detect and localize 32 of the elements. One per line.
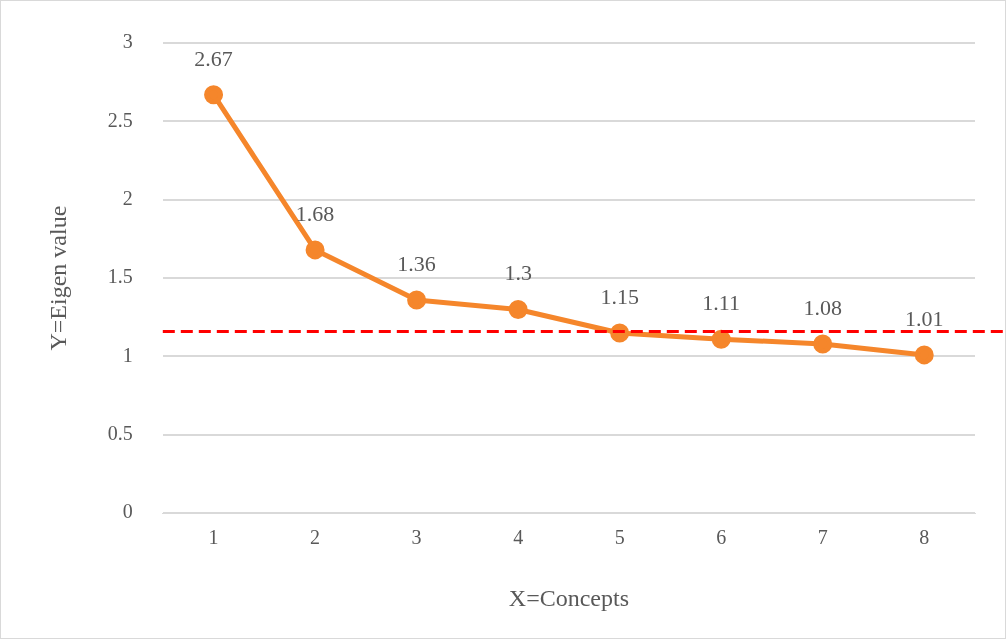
point — [813, 334, 833, 354]
y-tick-label: 2.5 — [107, 108, 133, 131]
y-tick-label: 0 — [122, 500, 133, 523]
x-tick-label: 5 — [614, 526, 625, 549]
point — [914, 345, 934, 365]
y-tick-label: 1.5 — [107, 265, 133, 288]
point — [711, 329, 731, 349]
y-tick-label: 0.5 — [107, 422, 133, 445]
data-label: 1.01 — [904, 305, 944, 331]
point — [508, 299, 528, 319]
point — [407, 290, 427, 310]
x-tick-label: 7 — [817, 526, 828, 549]
data-label: 2.67 — [194, 45, 233, 71]
x-tick-label: 2 — [310, 526, 321, 549]
point — [305, 240, 325, 260]
x-axis-title: X=Concepts — [508, 584, 629, 611]
data-label: 1.3 — [504, 260, 532, 286]
y-tick-label: 2 — [122, 186, 133, 209]
data-label: 1.68 — [295, 200, 335, 226]
x-tick-label: 3 — [411, 526, 422, 549]
data-label: 1.11 — [702, 290, 741, 316]
data-label: 1.08 — [803, 294, 842, 320]
x-tick-label: 4 — [513, 526, 524, 549]
x-tick-label: 8 — [919, 526, 930, 549]
data-label: 1.15 — [600, 283, 639, 309]
point — [204, 85, 224, 105]
y-axis-title: Y=Eigen value — [44, 205, 71, 351]
y-tick-label: 3 — [122, 30, 133, 53]
x-tick-label: 6 — [716, 526, 727, 549]
x-tick-label: 1 — [208, 526, 219, 549]
data-label: 1.36 — [397, 250, 436, 276]
y-tick-label: 1 — [122, 343, 133, 366]
